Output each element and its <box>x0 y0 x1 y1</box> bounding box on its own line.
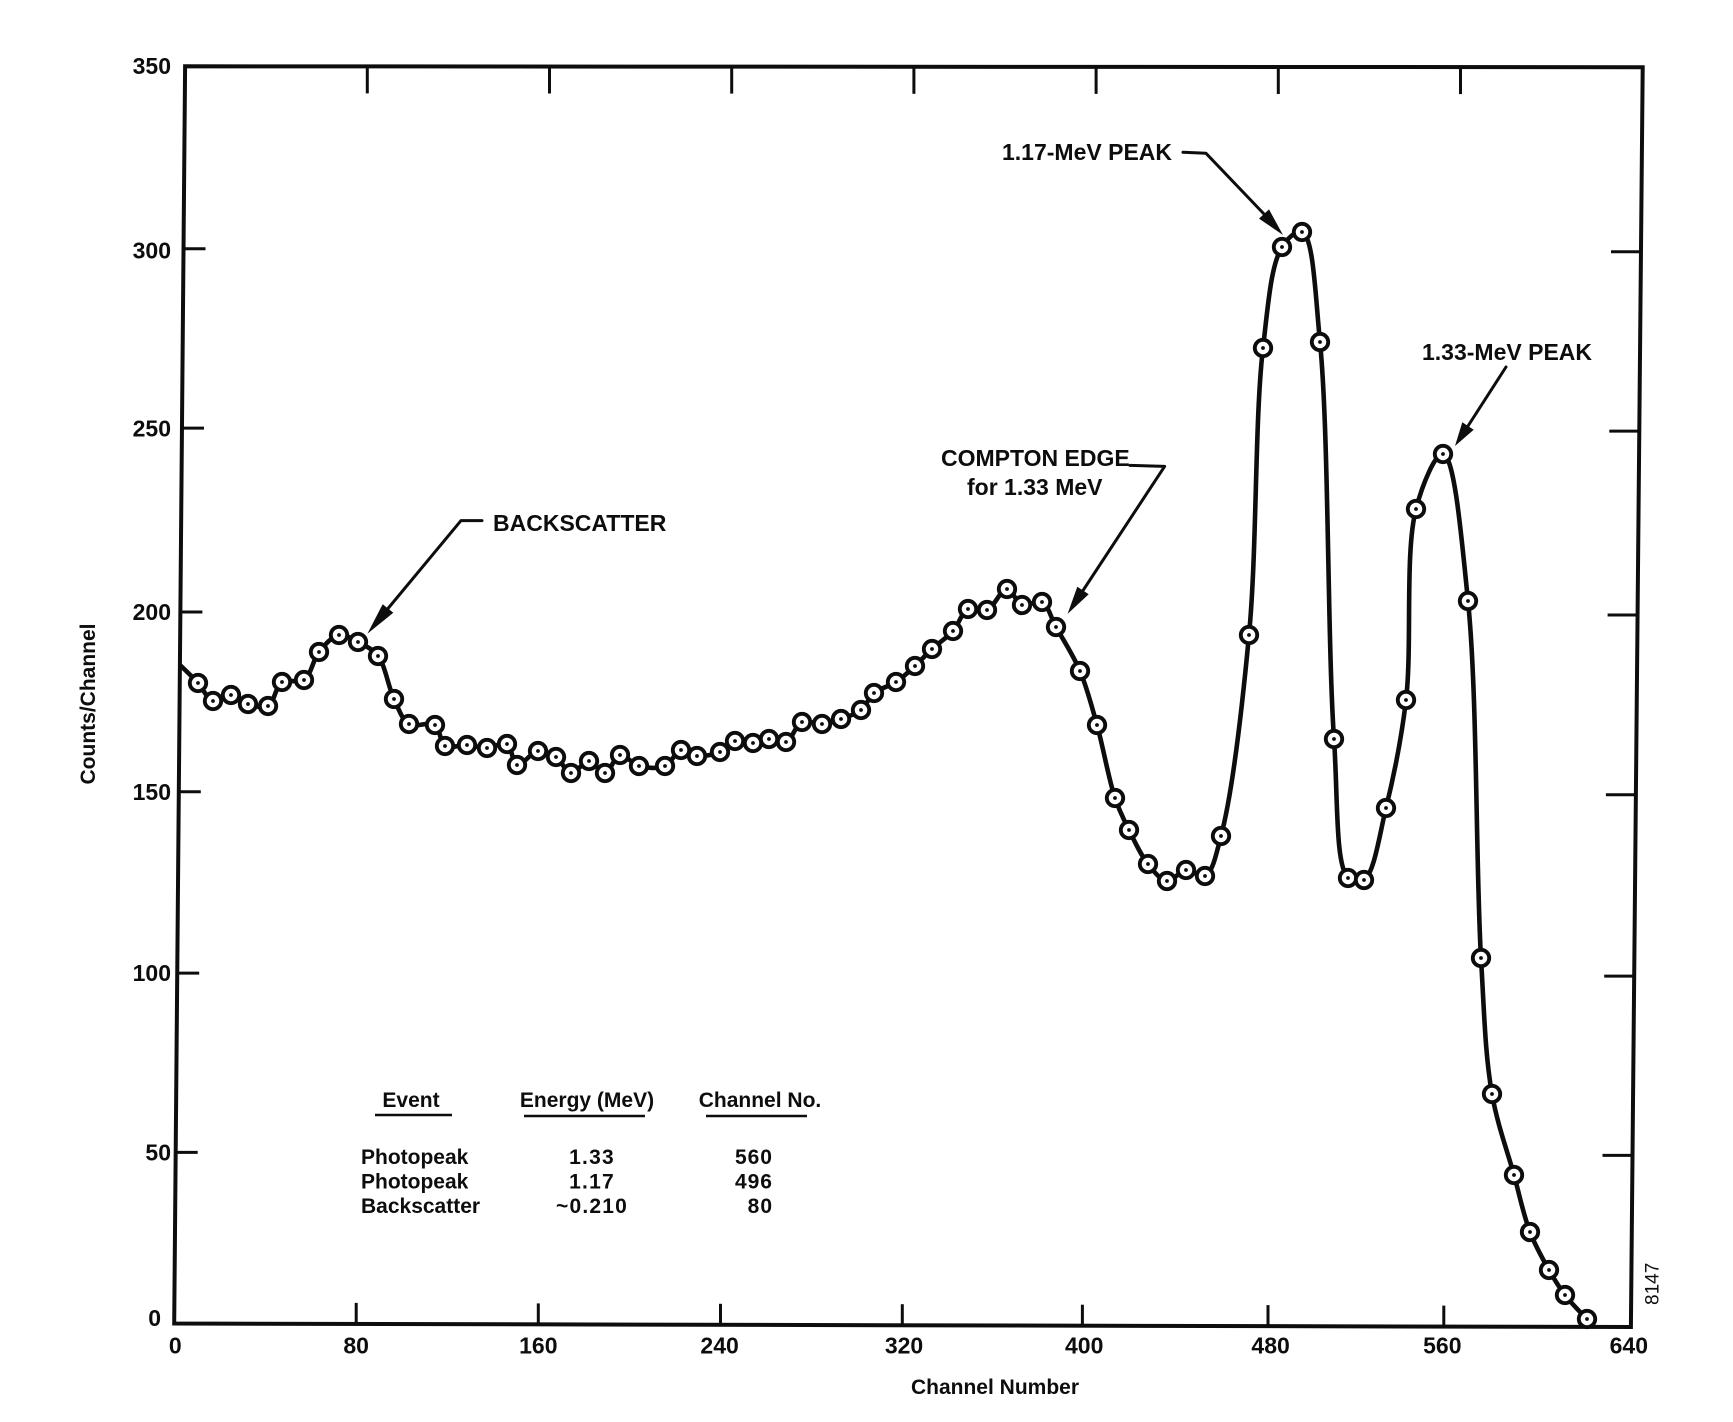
svg-text:Channel Number: Channel Number <box>911 1376 1079 1399</box>
svg-text:Photopeak: Photopeak <box>361 1171 469 1194</box>
svg-text:240: 240 <box>700 1333 738 1359</box>
svg-text:1.33: 1.33 <box>569 1146 615 1169</box>
svg-text:Photopeak: Photopeak <box>361 1146 469 1169</box>
svg-text:480: 480 <box>1251 1333 1289 1359</box>
svg-text:560: 560 <box>1423 1333 1461 1359</box>
svg-text:80: 80 <box>748 1195 773 1218</box>
svg-text:Backscatter: Backscatter <box>361 1195 480 1218</box>
svg-text:150: 150 <box>133 779 171 805</box>
svg-text:BACKSCATTER: BACKSCATTER <box>493 510 667 536</box>
svg-text:560: 560 <box>735 1146 773 1169</box>
svg-text:496: 496 <box>735 1171 773 1194</box>
svg-text:Energy (MeV): Energy (MeV) <box>520 1089 654 1112</box>
svg-text:1.17-MeV PEAK: 1.17-MeV PEAK <box>1002 139 1172 165</box>
svg-text:200: 200 <box>133 599 171 625</box>
svg-text:80: 80 <box>343 1333 369 1359</box>
svg-text:640: 640 <box>1610 1333 1648 1359</box>
svg-text:0: 0 <box>148 1305 161 1331</box>
svg-text:100: 100 <box>133 960 171 986</box>
svg-text:1.33-MeV PEAK: 1.33-MeV PEAK <box>1422 339 1592 365</box>
svg-text:COMPTON EDGE: COMPTON EDGE <box>941 445 1130 471</box>
svg-text:1.17: 1.17 <box>569 1171 615 1194</box>
svg-text:350: 350 <box>133 53 171 79</box>
svg-text:~0.210: ~0.210 <box>556 1195 628 1218</box>
svg-text:Counts/Channel: Counts/Channel <box>77 624 100 785</box>
svg-text:160: 160 <box>519 1333 557 1359</box>
svg-text:Event: Event <box>382 1089 439 1112</box>
svg-text:0: 0 <box>169 1333 182 1359</box>
svg-text:Channel No.: Channel No. <box>699 1089 822 1112</box>
svg-text:300: 300 <box>133 238 171 264</box>
svg-text:320: 320 <box>885 1333 923 1359</box>
svg-text:250: 250 <box>133 416 171 442</box>
svg-text:50: 50 <box>145 1139 171 1165</box>
svg-text:8147: 8147 <box>1643 1263 1664 1305</box>
svg-text:400: 400 <box>1065 1333 1103 1359</box>
svg-text:for 1.33 MeV: for 1.33 MeV <box>967 474 1103 500</box>
